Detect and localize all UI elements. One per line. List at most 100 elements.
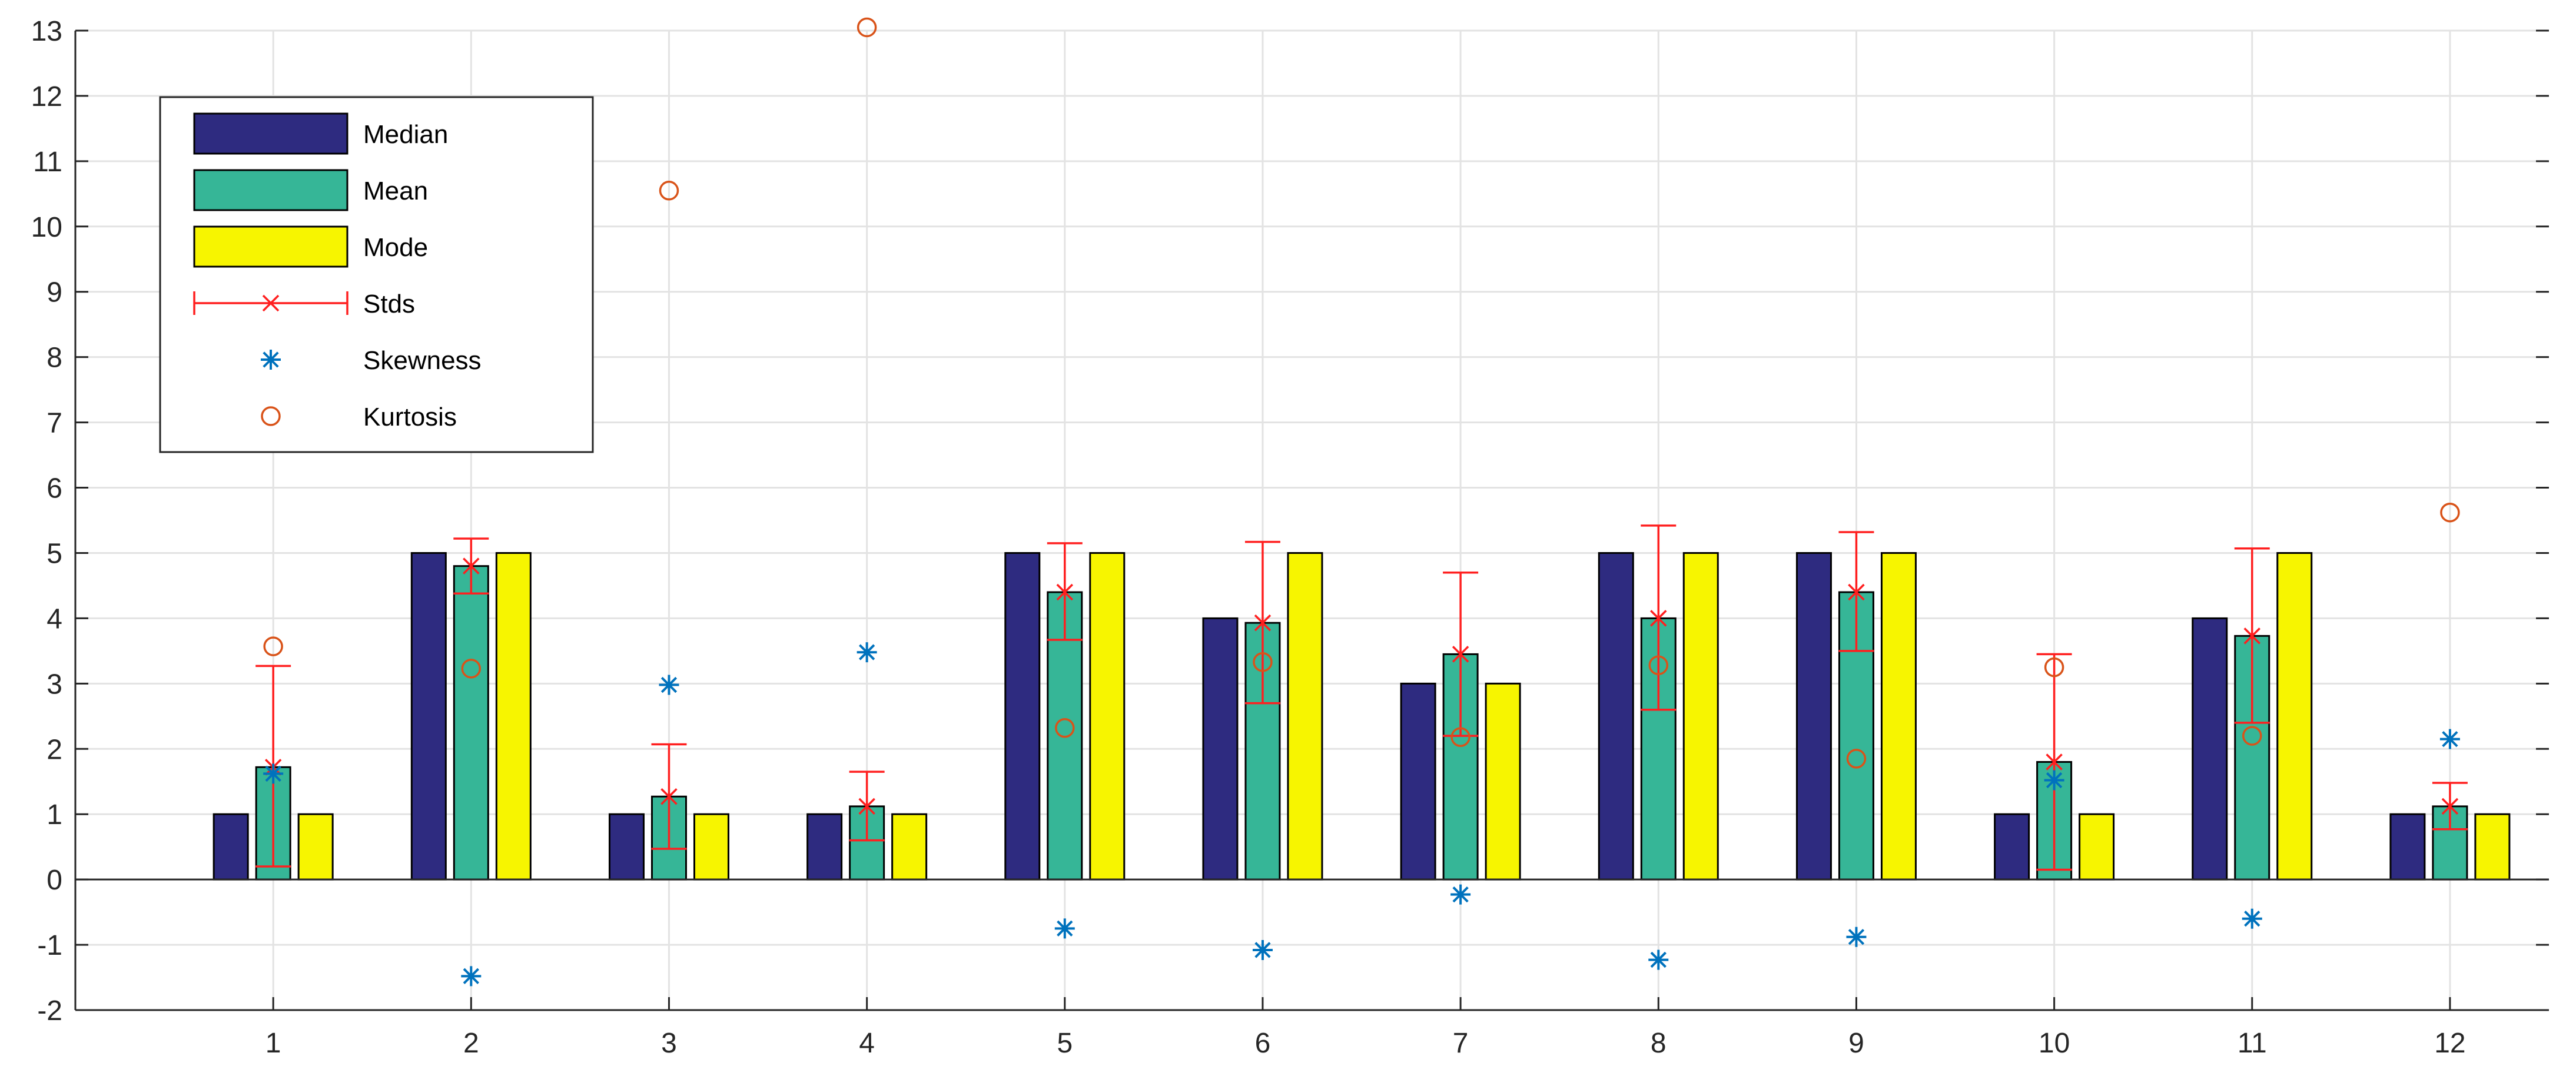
y-tick-label: -1: [37, 930, 62, 961]
y-tick-label: 5: [47, 538, 62, 569]
legend-swatch-skewness: [261, 350, 281, 370]
std-center-marker: [1452, 646, 1469, 663]
skewness-marker: [659, 675, 679, 695]
bar-median: [1202, 617, 1239, 881]
y-tick-label: 4: [47, 603, 62, 635]
kurtosis-marker: [1648, 655, 1669, 676]
kurtosis-marker: [263, 636, 283, 656]
bar-mode: [495, 552, 532, 881]
bar-mode: [891, 813, 928, 881]
bar-median: [2389, 813, 2426, 881]
kurtosis-marker: [461, 659, 482, 679]
y-tick-label: 12: [31, 81, 62, 112]
skewness-marker: [1846, 926, 1867, 947]
std-center-marker: [1848, 583, 1865, 601]
bar-mode: [1485, 682, 1521, 881]
y-tick-label: 11: [33, 147, 62, 178]
skewness-marker: [1054, 918, 1075, 939]
skewness-marker: [1450, 884, 1471, 905]
y-tick-label: 7: [47, 408, 62, 439]
bar-mean: [849, 805, 885, 881]
skewness-marker: [1252, 939, 1273, 960]
y-tick-label: 6: [47, 473, 62, 504]
bar-median: [1994, 813, 2030, 881]
x-tick-label: 6: [1255, 1028, 1271, 1059]
skewness-marker: [1648, 949, 1669, 970]
std-center-marker: [463, 557, 480, 574]
x-tick-label: 7: [1453, 1028, 1469, 1059]
y-tick-label: 0: [47, 865, 62, 896]
bar-median: [1598, 552, 1634, 881]
y-tick-label: 9: [47, 277, 62, 308]
std-center-marker: [2441, 798, 2459, 815]
y-tick-label: 1: [47, 799, 62, 831]
bar-mode: [693, 813, 729, 881]
std-center-marker: [1650, 610, 1667, 627]
x-tick-label: 9: [1848, 1028, 1864, 1059]
kurtosis-marker: [1253, 652, 1273, 672]
kurtosis-marker: [1450, 727, 1470, 748]
skewness-marker: [2242, 908, 2262, 929]
bar-mean: [453, 565, 489, 881]
y-tick-label: 13: [31, 16, 62, 47]
legend-swatch-stds-marker: [262, 294, 280, 312]
legend-label-mean: Mean: [363, 177, 428, 205]
skewness-marker: [263, 763, 284, 784]
legend-swatch-kurtosis: [261, 406, 281, 426]
kurtosis-marker: [1055, 718, 1075, 738]
bar-median: [1004, 552, 1041, 881]
skewness-marker: [857, 642, 877, 663]
legend-swatch-mean: [193, 169, 348, 211]
std-center-marker: [660, 788, 678, 805]
y-tick-label: -2: [37, 995, 62, 1027]
y-tick-label: 3: [47, 669, 62, 700]
legend: Median Mean Mode Stds Skewness Kurtosis: [159, 96, 594, 453]
skewness-marker: [2439, 729, 2460, 749]
bar-mode: [1682, 552, 1719, 881]
kurtosis-marker: [857, 17, 877, 38]
markers: [263, 17, 2460, 987]
kurtosis-marker: [2242, 726, 2262, 746]
x-tick-label: 1: [265, 1028, 281, 1059]
y-tick-label: 10: [31, 212, 62, 243]
std-center-marker: [858, 798, 875, 815]
legend-label-stds: Stds: [363, 290, 415, 318]
x-tick-label: 5: [1057, 1028, 1073, 1059]
x-tick-label: 8: [1651, 1028, 1667, 1059]
std-center-marker: [2243, 627, 2260, 645]
bar-mode: [1287, 552, 1323, 881]
y-tick-label: 2: [47, 734, 62, 765]
legend-swatch-median: [193, 112, 348, 155]
x-tick-label: 10: [2039, 1028, 2070, 1059]
legend-label-median: Median: [363, 120, 448, 149]
bar-median: [2192, 617, 2228, 881]
skewness-marker: [2044, 770, 2064, 791]
x-tick-label: 4: [859, 1028, 875, 1059]
bar-median: [806, 813, 843, 881]
bar-median: [1795, 552, 1832, 881]
bar-median: [1400, 682, 1436, 881]
bar-median: [410, 552, 447, 881]
x-tick-label: 11: [2238, 1028, 2267, 1059]
bar-mode: [297, 813, 334, 881]
legend-box: [159, 96, 594, 453]
legend-label-mode: Mode: [363, 233, 428, 262]
bar-mode: [2474, 813, 2511, 881]
x-tick-label: 3: [661, 1028, 677, 1059]
bar-mode: [2276, 552, 2313, 881]
bar-mode: [1880, 552, 1917, 881]
bar-median: [608, 813, 645, 881]
kurtosis-marker: [659, 181, 679, 201]
kurtosis-marker: [2440, 502, 2460, 523]
x-tick-label: 2: [463, 1028, 479, 1059]
x-tick-label: 12: [2434, 1028, 2465, 1059]
std-center-marker: [2046, 753, 2063, 771]
legend-label-kurtosis: Kurtosis: [363, 403, 457, 431]
kurtosis-marker: [1846, 749, 1867, 769]
bar-mode: [1089, 552, 1126, 881]
bar-mode: [2079, 813, 2115, 881]
bar-median: [213, 813, 249, 881]
legend-label-skewness: Skewness: [363, 346, 482, 375]
